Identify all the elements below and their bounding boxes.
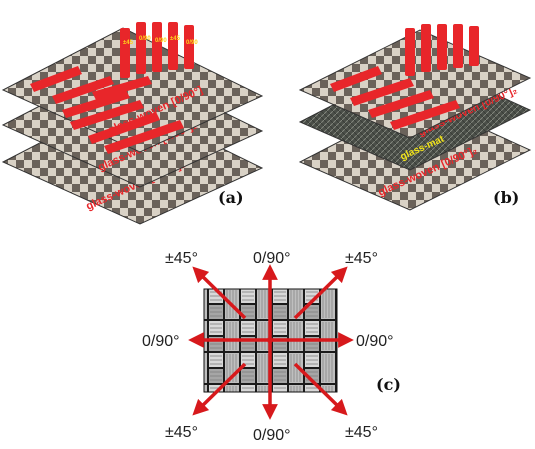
angle-label-top-right: ±45° bbox=[345, 250, 378, 267]
angle-label-top-left: ±45° bbox=[165, 250, 198, 267]
angle-label-top: 0/90° bbox=[253, 250, 291, 267]
panel-c: ±45° 0/90° ±45° 0/90° 0/90° ±45° 0/90° ±… bbox=[142, 250, 401, 444]
arrow-down-left bbox=[192, 362, 247, 416]
panel-b-specimens bbox=[330, 24, 479, 130]
angle-label-left: 0/90° bbox=[142, 333, 180, 350]
panel-b: glass-woven [0/90°]₂ glass-mat glass-wov… bbox=[298, 24, 532, 211]
arrow-up-right bbox=[293, 266, 348, 320]
panel-c-arrows bbox=[188, 264, 354, 420]
panel-a-label: (a) bbox=[218, 188, 244, 207]
svg-text:0/90: 0/90 bbox=[186, 40, 198, 46]
arrow-up-left bbox=[192, 266, 247, 320]
svg-text:0/90: 0/90 bbox=[155, 38, 167, 44]
panel-a-layer-top bbox=[1, 27, 264, 153]
svg-text:±45: ±45 bbox=[123, 40, 134, 46]
panel-c-label: (c) bbox=[376, 375, 401, 394]
angle-label-bottom: 0/90° bbox=[253, 427, 291, 444]
svg-text:0/90: 0/90 bbox=[139, 36, 151, 42]
angle-label-bottom-right: ±45° bbox=[345, 424, 378, 441]
svg-text:±45: ±45 bbox=[170, 36, 181, 42]
panel-b-label: (b) bbox=[493, 188, 519, 207]
angle-label-right: 0/90° bbox=[356, 333, 394, 350]
panel-a-specimens: ±45 0/90 0/90 ±45 0/90 bbox=[30, 22, 198, 154]
arrow-down-right bbox=[293, 362, 348, 416]
angle-label-bottom-left: ±45° bbox=[165, 424, 198, 441]
panel-a: glass-woven [0/90°]₂ glass-woven [0/90°]… bbox=[1, 22, 264, 225]
